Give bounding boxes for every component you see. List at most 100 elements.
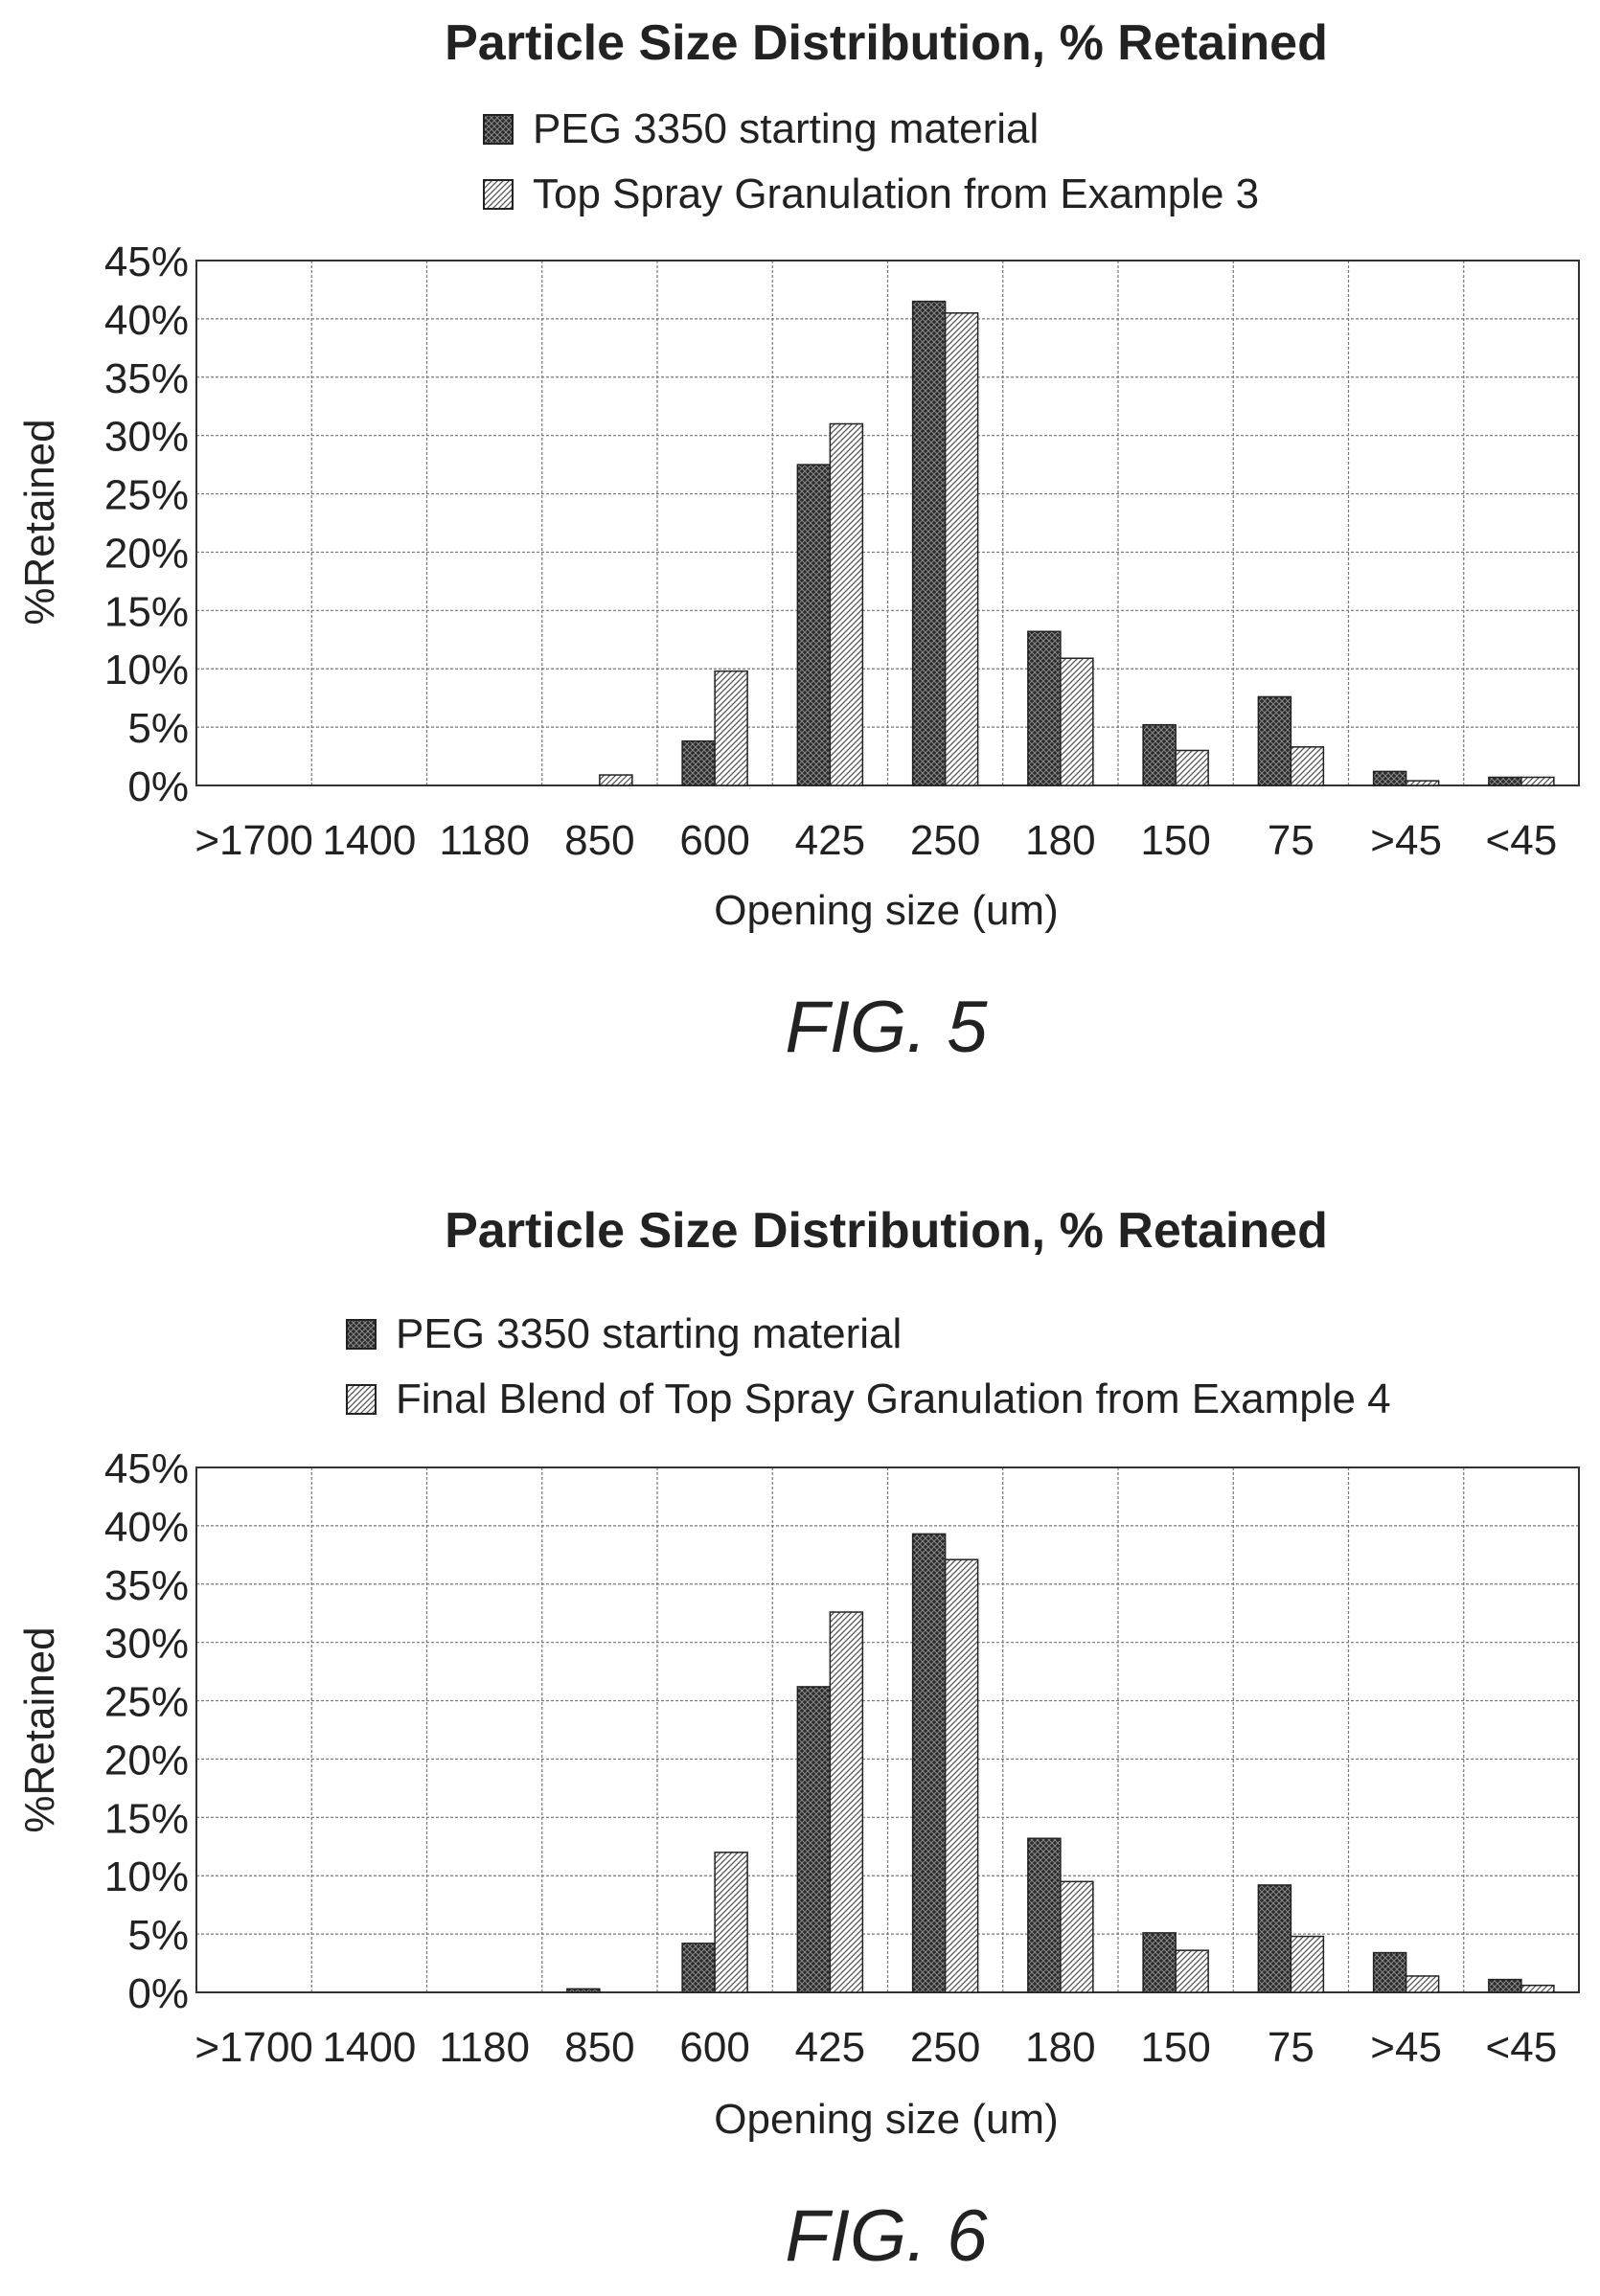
y-tick-label: 0% [127,1970,189,2017]
plot-frame [195,1466,1580,1993]
x-tick-label: 600 [679,2024,749,2071]
bar-series-1 [1257,695,1292,786]
bar-series-2 [829,1611,864,1993]
x-tick-label: 150 [1140,2024,1210,2071]
x-tick-label: >1700 [194,817,313,864]
bar-series-2 [1290,1935,1325,1993]
x-tick-label: 180 [1025,2024,1095,2071]
x-axis-label: Opening size (um) [714,887,1058,934]
x-tick-label: 75 [1268,817,1314,864]
plot-area: 0% 5% 10% 15% 20% 25% 30% 35% 40% 45% >1700 1400 118… [104,1445,1580,2071]
chart-title: Particle Size Distribution, % Retained [445,1203,1328,1259]
x-tick-label: >45 [1370,817,1442,864]
x-tick-label: 150 [1140,817,1210,864]
bar-series-2 [1175,749,1209,786]
y-tick-label: 45% [104,239,189,285]
bar-series-1 [1488,776,1522,786]
y-tick-label: 20% [104,1737,189,1784]
bar-series-2 [1405,780,1440,786]
legend: PEG 3350 starting material Top Spray Gra… [483,105,1259,217]
x-tick-label: 425 [795,2024,865,2071]
bar-series-1 [796,464,832,786]
bar-series-2 [1175,1949,1209,1993]
y-tick-label: 40% [104,297,189,344]
figure-6-svg: Particle Size Distribution, % Retained P… [16,1203,1580,2277]
bar-series-2 [1290,746,1325,786]
x-axis-label: Opening size (um) [714,2096,1058,2143]
figure-label: FIG. 5 [785,987,988,1068]
x-tick-label: 75 [1268,2024,1314,2071]
figure-5-svg: Particle Size Distribution, % Retained P… [16,15,1580,1068]
bar-series-1 [1027,630,1062,786]
bar-series-2 [1405,1975,1440,1993]
bar-series-1 [911,1533,947,1993]
legend-swatch-series-1 [483,114,514,145]
bar-series-1 [1142,723,1177,786]
y-tick-label: 25% [104,472,189,519]
x-tick-label: 1400 [322,817,416,864]
legend-label-series-1: PEG 3350 starting material [396,1310,902,1357]
bar-series-1 [1027,1837,1062,1993]
y-axis-label: %Retained [16,419,63,625]
figure-label: FIG. 6 [785,2195,988,2277]
bar-series-1 [1372,770,1407,786]
y-tick-label: 40% [104,1504,189,1551]
chart-title: Particle Size Distribution, % Retained [445,15,1328,71]
x-tick-label: <45 [1486,2024,1558,2071]
bar-series-1 [1142,1932,1177,1993]
plot-area: 0% 5% 10% 15% 20% 25% 30% 35% 40% 45% >1700 1400 118… [104,239,1580,864]
bar-series-2 [714,1852,748,1993]
x-tick-label: >45 [1370,2024,1442,2071]
y-axis-label: %Retained [16,1626,63,1832]
bar-series-1 [681,1943,716,1993]
bar-series-1 [1257,1884,1292,1993]
x-tick-label: 1180 [439,2024,530,2071]
bar-series-1 [796,1686,832,1993]
y-tick-label: 15% [104,588,189,635]
bar-series-2 [599,774,633,786]
figure-5-chart: Particle Size Distribution, % Retained P… [0,0,1600,1102]
y-tick-label: 30% [104,414,189,461]
bar-series-2 [1520,776,1555,786]
y-tick-label: 10% [104,647,189,693]
x-tick-label: 250 [910,817,980,864]
bar-series-1 [566,1988,601,1993]
y-tick-label: 20% [104,530,189,577]
y-tick-label: 5% [127,1912,189,1959]
y-tick-label: 45% [104,1445,189,1492]
legend-swatch-series-1 [346,1319,377,1350]
bar-series-1 [911,300,947,786]
legend-label-series-1: PEG 3350 starting material [533,105,1039,152]
bar-series-2 [944,312,979,786]
x-tick-label: >1700 [194,2024,313,2071]
legend-label-series-2: Top Spray Granulation from Example 3 [533,170,1259,217]
x-tick-label: 600 [679,817,749,864]
legend-swatch-series-2 [346,1384,377,1415]
y-tick-label: 35% [104,355,189,402]
x-tick-label: 425 [795,817,865,864]
y-tick-label: 0% [127,763,189,810]
y-tick-label: 10% [104,1853,189,1900]
x-tick-label: <45 [1486,817,1558,864]
bar-series-2 [1060,1880,1094,1993]
y-tick-label: 30% [104,1621,189,1668]
y-tick-label: 35% [104,1562,189,1609]
bar-series-2 [714,670,748,786]
figure-6-chart: Particle Size Distribution, % Retained P… [0,1188,1600,2291]
bar-series-2 [829,422,864,786]
bar-series-1 [681,739,716,786]
bar-series-1 [1372,1951,1407,1993]
x-tick-label: 180 [1025,817,1095,864]
x-tick-label: 850 [564,817,634,864]
x-tick-label: 850 [564,2024,634,2071]
bar-series-2 [1520,1984,1555,1993]
x-tick-label: 1400 [322,2024,416,2071]
bar-series-2 [944,1558,979,1993]
bar-series-2 [1060,657,1094,786]
y-tick-label: 15% [104,1795,189,1842]
legend: PEG 3350 starting material Final Blend o… [346,1310,1391,1422]
plot-frame [195,260,1580,786]
x-tick-label: 1180 [439,817,530,864]
y-tick-label: 25% [104,1679,189,1726]
y-tick-label: 5% [127,705,189,752]
